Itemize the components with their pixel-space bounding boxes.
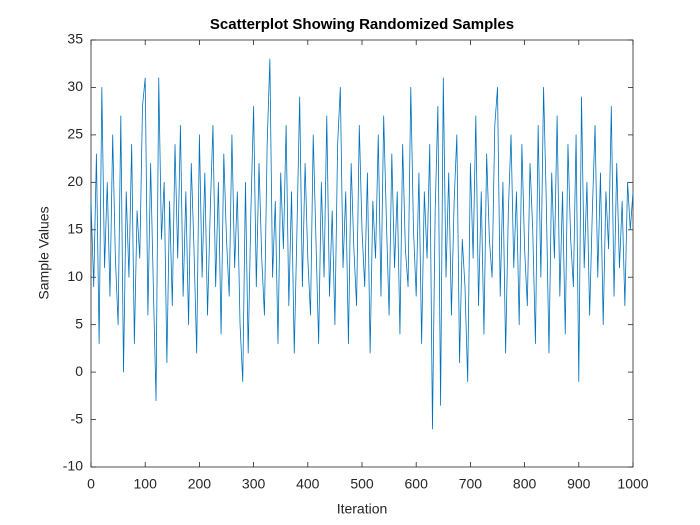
x-tick-label: 1000 xyxy=(617,476,648,492)
y-axis-label: Sample Values xyxy=(36,206,52,299)
y-tick-label: 25 xyxy=(67,126,83,142)
y-tick-label: 5 xyxy=(75,315,83,331)
axes-box xyxy=(90,39,634,468)
y-tick-label: 10 xyxy=(67,268,83,284)
y-tick-label: 15 xyxy=(67,220,83,236)
x-tick-label: 400 xyxy=(296,476,320,492)
x-tick-label: 0 xyxy=(87,476,95,492)
chart-title: Scatterplot Showing Randomized Samples xyxy=(210,16,514,33)
x-tick-label: 900 xyxy=(567,476,591,492)
x-tick-label: 200 xyxy=(188,476,212,492)
x-tick-label: 500 xyxy=(350,476,374,492)
y-tick-label: 0 xyxy=(75,363,83,379)
x-tick-label: 100 xyxy=(134,476,158,492)
x-tick-label: 700 xyxy=(459,476,483,492)
y-tick-label: 35 xyxy=(67,31,83,47)
y-tick-label: -5 xyxy=(71,410,84,426)
y-tick-label: 30 xyxy=(67,78,83,94)
x-tick-label: 300 xyxy=(242,476,266,492)
x-tick-label: 800 xyxy=(513,476,537,492)
x-tick-label: 600 xyxy=(405,476,429,492)
y-tick-label: -10 xyxy=(63,458,83,474)
y-tick-label: 20 xyxy=(67,173,83,189)
data-line xyxy=(90,58,634,430)
x-axis-label: Iteration xyxy=(337,501,388,517)
